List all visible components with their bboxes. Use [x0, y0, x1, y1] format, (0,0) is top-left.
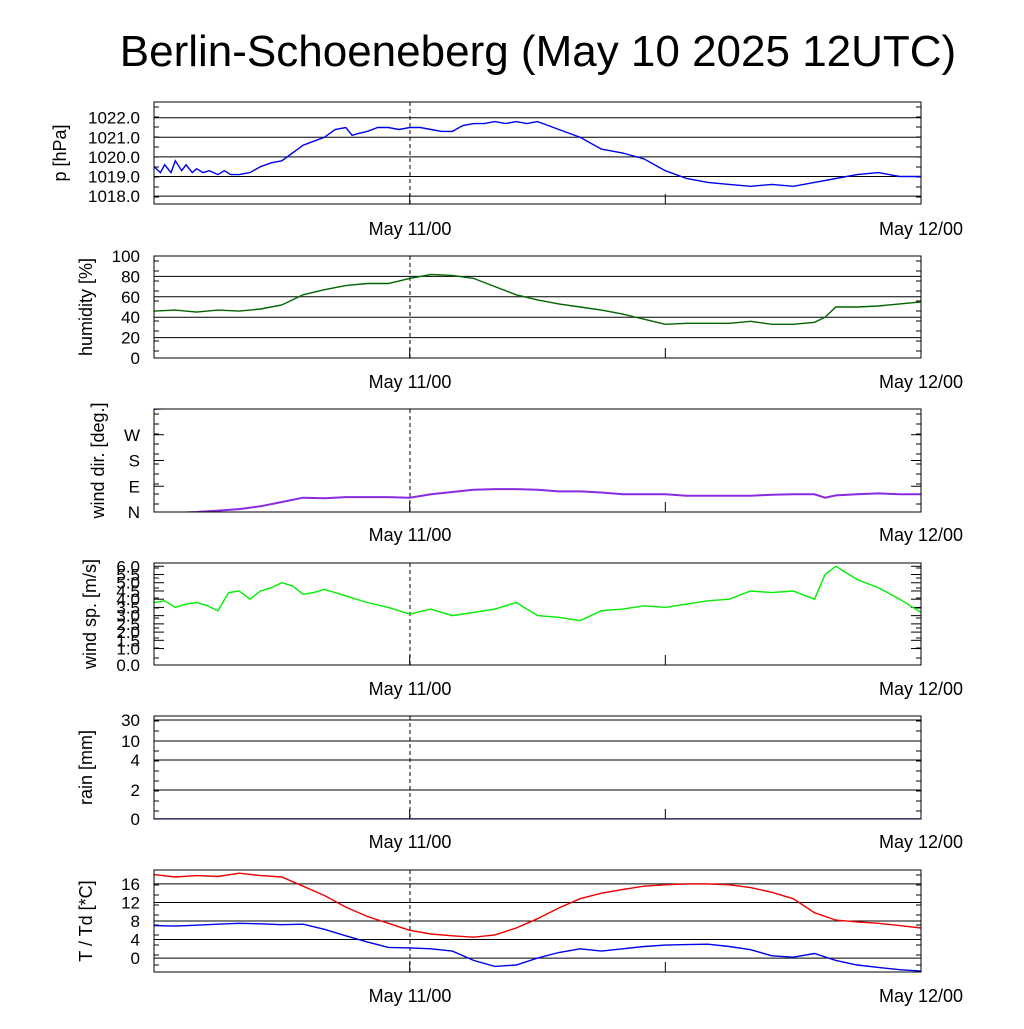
y-tick-label: W: [124, 426, 140, 445]
y-axis-label: humidity [%]: [76, 258, 96, 356]
y-tick-label: 8: [131, 912, 140, 931]
panel-frame: [153, 715, 922, 820]
series-line-1: [154, 872, 921, 938]
y-tick-label: 80: [121, 267, 140, 286]
y-tick-label: 3.5: [116, 598, 140, 617]
y-tick-label: 10: [121, 732, 140, 751]
series-line-1: [154, 273, 921, 326]
y-tick-label: 6.0: [116, 557, 140, 576]
y-tick-label: 1019.0: [88, 168, 140, 187]
y-tick-label: 2.5: [116, 615, 140, 634]
y-axis-label: rain [mm]: [76, 730, 96, 805]
series-line-2: [154, 922, 921, 972]
y-tick-label: 20: [121, 329, 140, 348]
y-tick-label: 30: [121, 711, 140, 730]
x-tick-label: May 12/00: [879, 986, 963, 1006]
y-tick-label: 1.5: [116, 631, 140, 650]
y-tick-label: 1020.0: [88, 148, 140, 167]
y-tick-label: 3.0: [116, 607, 140, 626]
y-tick-label: N: [128, 503, 140, 522]
y-tick-label: 60: [121, 288, 140, 307]
y-tick-label: 1021.0: [88, 128, 140, 147]
panel-5: 0 2 410 30 rain [mm] May 11/00 May 12/00: [76, 711, 963, 852]
y-tick-label: 1.0: [116, 640, 140, 659]
y-axis-label: p [hPa]: [50, 124, 70, 181]
x-tick-label: May 11/00: [369, 679, 452, 699]
series-line-1: [154, 120, 921, 188]
y-tick-label: 4: [131, 931, 140, 950]
y-tick-label: 4: [131, 751, 140, 770]
y-tick-label: 2.0: [116, 623, 140, 642]
y-tick-label: S: [129, 452, 140, 471]
y-tick-label: 5.5: [116, 566, 140, 585]
y-axis-label: wind dir. [deg.]: [88, 402, 108, 519]
y-tick-label: 0: [131, 810, 140, 829]
panel-frame: [153, 408, 922, 513]
x-tick-label: May 12/00: [879, 219, 963, 239]
y-tick-label: 0: [131, 349, 140, 368]
panel-frame: [153, 101, 922, 205]
y-tick-label: 5.0: [116, 574, 140, 593]
x-tick-label: May 12/00: [879, 679, 963, 699]
x-tick-label: May 12/00: [879, 525, 963, 545]
y-tick-label: 16: [121, 875, 140, 894]
y-tick-label: 100: [112, 247, 140, 266]
y-axis-label: wind sp. [m/s]: [80, 559, 100, 670]
y-tick-label: 40: [121, 308, 140, 327]
panel-frame: [153, 255, 922, 359]
chart-title: Berlin-Schoeneberg (May 10 2025 12UTC): [120, 27, 956, 76]
x-tick-label: May 11/00: [369, 525, 452, 545]
x-tick-label: May 11/00: [369, 372, 452, 392]
y-tick-label: 1022.0: [88, 109, 140, 128]
y-tick-label: 12: [121, 893, 140, 912]
panel-4: 0.01.01.52.02.53.03.54.04.55.05.56.0 wind…: [80, 557, 963, 699]
x-tick-label: May 12/00: [879, 372, 963, 392]
panel-frame: [153, 869, 922, 973]
y-axis-label: T / Td [*C]: [76, 880, 96, 961]
y-tick-label: 0: [131, 949, 140, 968]
series-line-1: [171, 488, 921, 512]
y-tick-label: 0.0: [116, 656, 140, 675]
x-tick-label: May 11/00: [369, 986, 452, 1006]
x-tick-label: May 11/00: [369, 219, 452, 239]
y-tick-label: 2: [131, 781, 140, 800]
y-tick-label: 4.5: [116, 582, 140, 601]
y-tick-label: 4.0: [116, 590, 140, 609]
y-tick-label: 1018.0: [88, 187, 140, 206]
panel-frame: [153, 562, 922, 666]
x-tick-label: May 12/00: [879, 832, 963, 852]
x-tick-label: May 11/00: [369, 832, 452, 852]
y-tick-label: E: [129, 477, 140, 496]
series-line-1: [154, 565, 921, 622]
